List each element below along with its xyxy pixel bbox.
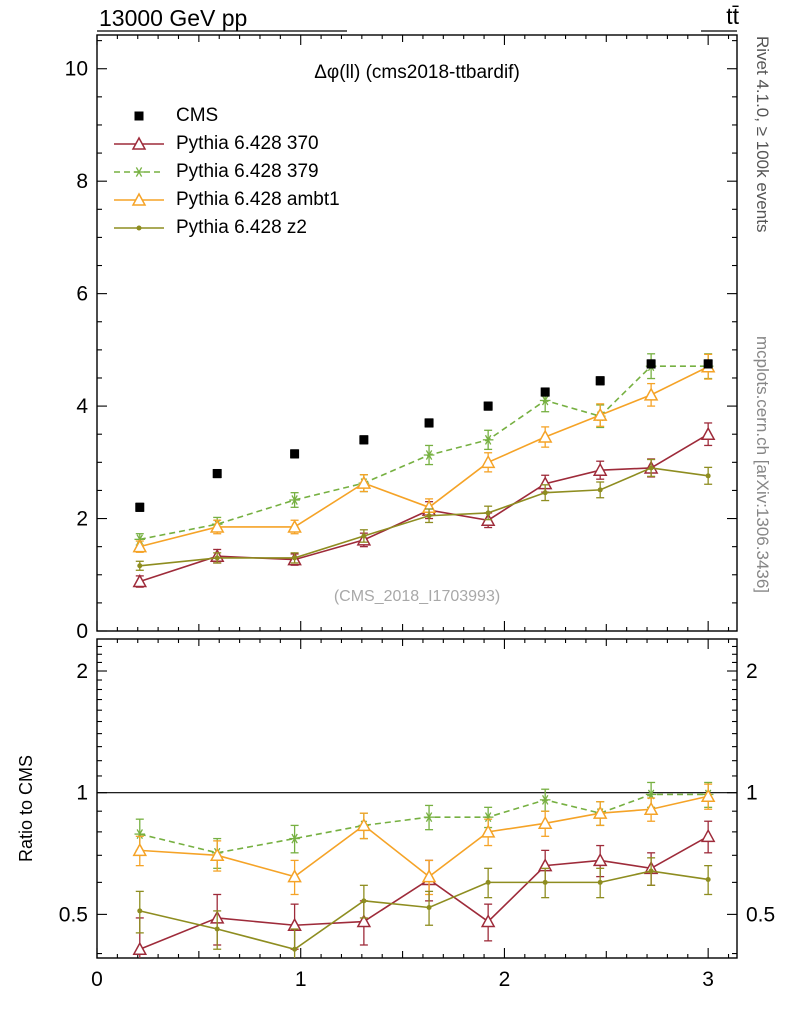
analysis-watermark: (CMS_2018_I1703993) (333, 588, 501, 605)
svg-text:10: 10 (65, 58, 88, 81)
legend-entry-4: Pythia 6.428 z2 (112, 217, 340, 238)
legend-entry-2: Pythia 6.428 379 (112, 161, 340, 182)
legend-label: Pythia 6.428 ambt1 (176, 188, 340, 210)
legend-marker-icon (114, 225, 164, 230)
legend-entry-0: CMS (112, 105, 340, 126)
svg-text:2: 2 (746, 660, 758, 683)
legend-marker-icon (114, 166, 164, 177)
svg-text:4: 4 (76, 395, 88, 418)
svg-text:2: 2 (76, 508, 88, 531)
legend-marker-icon (114, 135, 164, 150)
legend-label: Pythia 6.428 370 (176, 132, 319, 154)
legend: CMS Pythia 6.428 370 Pythia 6.428 379 Pythi… (112, 105, 340, 238)
legend-label: Pythia 6.428 z2 (176, 216, 307, 238)
legend-label: CMS (176, 104, 219, 126)
legend-marker-icon (114, 191, 164, 206)
mcplots-arxiv-label: mcplots.cern.ch [arXiv:1306.3436] (753, 336, 772, 594)
svg-text:1: 1 (295, 968, 307, 991)
legend-entry-1: Pythia 6.428 370 (112, 133, 340, 154)
svg-text:2: 2 (499, 968, 511, 991)
rivet-version-label: Rivet 4.1.0, ≥ 100k events (753, 36, 772, 233)
svg-text:0.5: 0.5 (746, 903, 775, 926)
legend-entry-3: Pythia 6.428 ambt1 (112, 189, 340, 210)
svg-text:1: 1 (76, 782, 88, 805)
collision-energy-label: 13000 GeV pp (99, 5, 248, 31)
svg-text:8: 8 (76, 170, 88, 193)
legend-label: Pythia 6.428 379 (176, 160, 319, 182)
svg-text:0: 0 (91, 968, 103, 991)
svg-text:1: 1 (746, 782, 758, 805)
ratio-axis-title: Ratio to CMS (16, 754, 36, 862)
svg-text:0.5: 0.5 (59, 903, 88, 926)
legend-marker-icon (134, 111, 144, 120)
process-label: tt̄ (726, 3, 739, 29)
svg-text:6: 6 (76, 283, 88, 306)
svg-text:0: 0 (76, 620, 88, 643)
observable-title: Δφ(ll) (cms2018-ttbardif) (314, 62, 520, 83)
svg-text:2: 2 (76, 660, 88, 683)
svg-text:3: 3 (702, 968, 714, 991)
